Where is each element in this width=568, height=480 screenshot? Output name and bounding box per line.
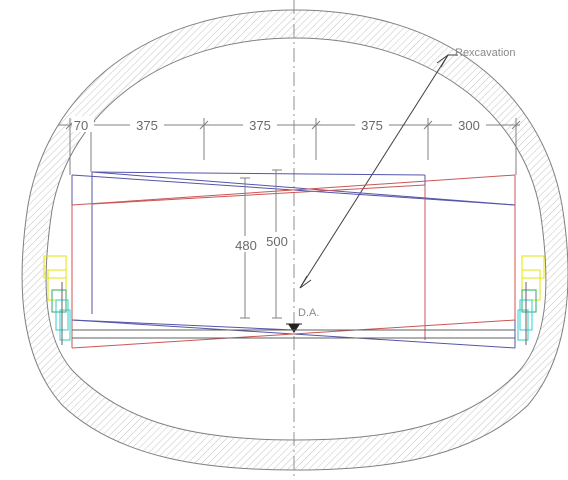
radius-leader	[299, 54, 458, 289]
radius-label: Rexcavation	[455, 47, 516, 59]
dim-label-70: 70	[74, 118, 88, 133]
dim-label-375-c: 375	[361, 118, 383, 133]
datum-triangle-icon	[288, 324, 300, 333]
dim-label-375-a: 375	[136, 118, 158, 133]
height-500-label: 500	[266, 234, 288, 249]
red-envelope	[71, 174, 516, 349]
horizontal-dimension	[58, 118, 521, 175]
base-lines	[72, 329, 515, 339]
height-480-label: 480	[235, 238, 257, 253]
datum-label: D.A.	[298, 307, 319, 319]
tunnel-lining	[21, 9, 568, 471]
dim-label-375-b: 375	[249, 118, 271, 133]
left-side-equipment	[43, 255, 71, 345]
dim-label-300: 300	[458, 118, 480, 133]
right-side-equipment	[517, 255, 545, 345]
